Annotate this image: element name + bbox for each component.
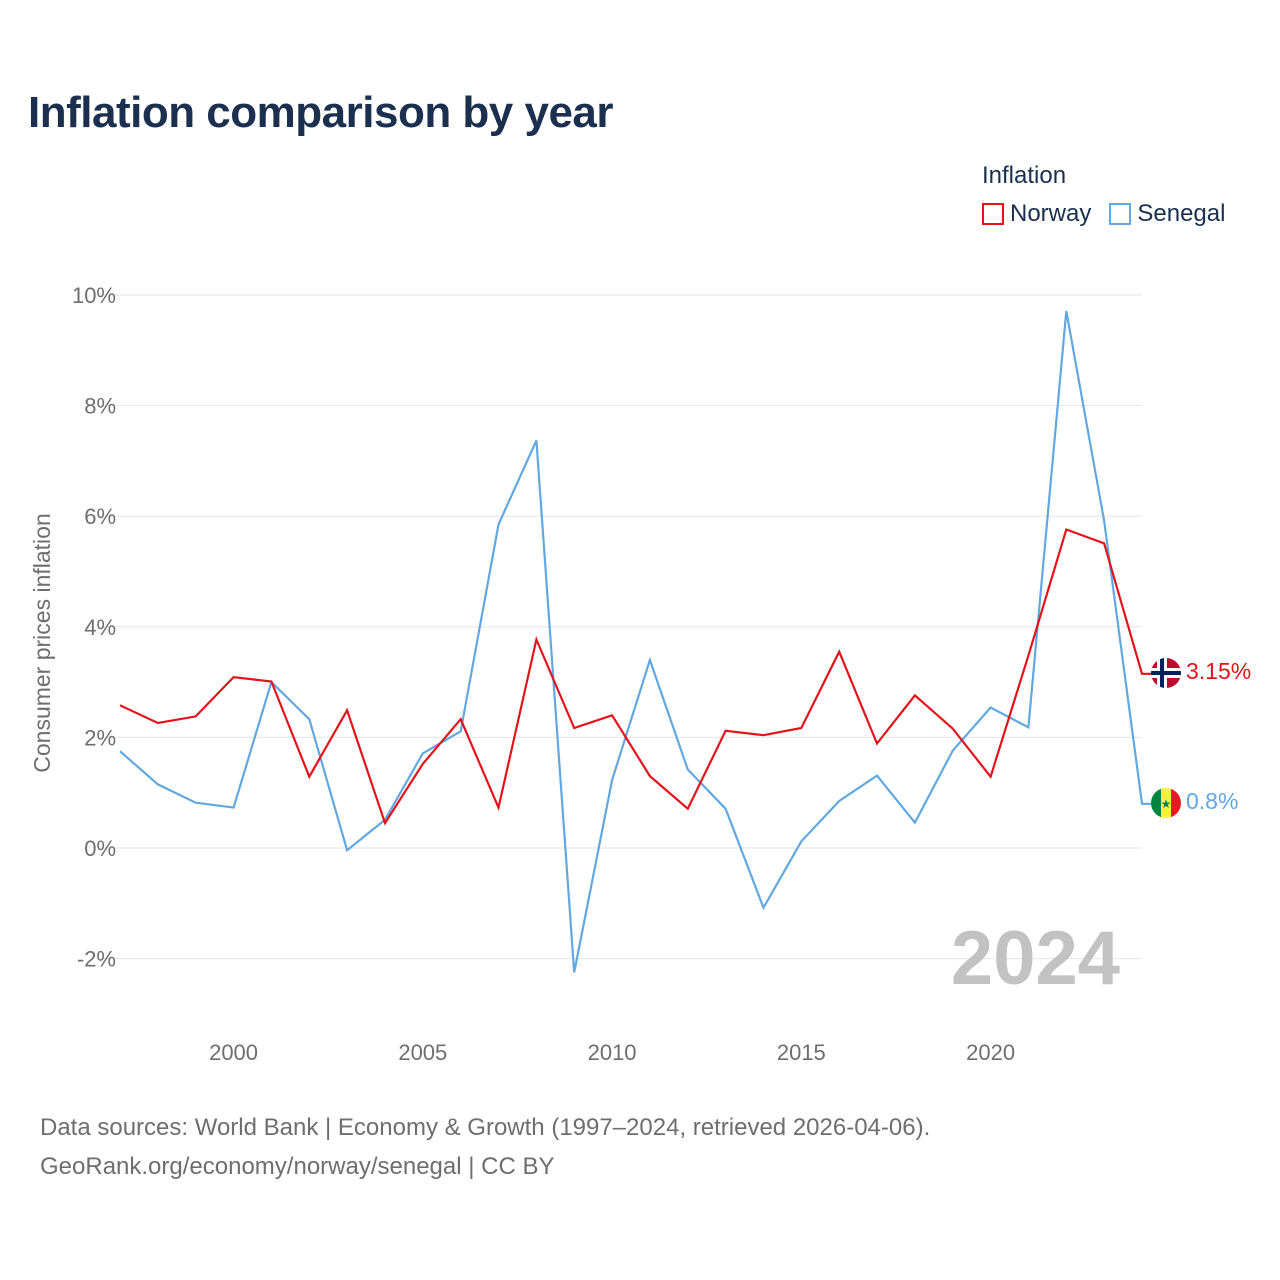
legend-swatch-norway (982, 203, 1004, 225)
y-axis-label: Consumer prices inflation (29, 513, 55, 773)
x-tick-label: 2010 (588, 1040, 637, 1065)
y-tick-label: 4% (84, 615, 116, 640)
x-tick-label: 2020 (966, 1040, 1015, 1065)
year-watermark: 2024 (951, 916, 1120, 1001)
legend-item-norway[interactable]: Norway (982, 200, 1091, 228)
legend-swatch-senegal (1109, 203, 1132, 225)
x-axis-ticks: 2000 2005 2010 2015 2020 (209, 1040, 1015, 1065)
legend-label-norway: Norway (1010, 200, 1092, 227)
svg-text:★: ★ (1161, 797, 1172, 811)
series-line-norway (119, 528, 1152, 826)
y-tick-label: 10% (72, 283, 116, 308)
y-axis-ticks: -2% 0% 2% 4% 6% 8% 10% (72, 283, 116, 972)
legend-entries: Norway Senegal (982, 200, 1243, 228)
y-tick-label: 2% (84, 725, 116, 750)
legend-label-senegal: Senegal (1137, 200, 1226, 227)
x-tick-label: 2015 (777, 1040, 826, 1065)
y-grid-lines (98, 294, 1142, 960)
chart-title: Inflation comparison by year (28, 88, 614, 137)
y-tick-label: 0% (84, 836, 116, 861)
y-tick-label: -2% (77, 947, 116, 972)
y-tick-label: 8% (84, 394, 116, 419)
legend: Inflation Norway Senegal (982, 162, 1243, 228)
footer-sources: Data sources: World Bank | Economy & Gro… (40, 1114, 931, 1141)
y-tick-label: 6% (84, 504, 116, 529)
norway-flag-icon (1151, 658, 1181, 688)
series-lines (119, 310, 1152, 973)
footer: Data sources: World Bank | Economy & Gro… (40, 1108, 930, 1186)
x-tick-label: 2000 (209, 1040, 258, 1065)
footer-attribution: GeoRank.org/economy/norway/senegal | CC … (40, 1153, 555, 1180)
senegal-flag-icon: ★ (1151, 788, 1181, 818)
legend-title: Inflation (982, 162, 1067, 189)
norway-end-label: 3.15% (1186, 658, 1251, 684)
senegal-end-label: 0.8% (1186, 788, 1238, 814)
legend-item-senegal[interactable]: Senegal (1109, 200, 1225, 228)
series-line-senegal (119, 310, 1152, 973)
x-tick-label: 2005 (398, 1040, 447, 1065)
